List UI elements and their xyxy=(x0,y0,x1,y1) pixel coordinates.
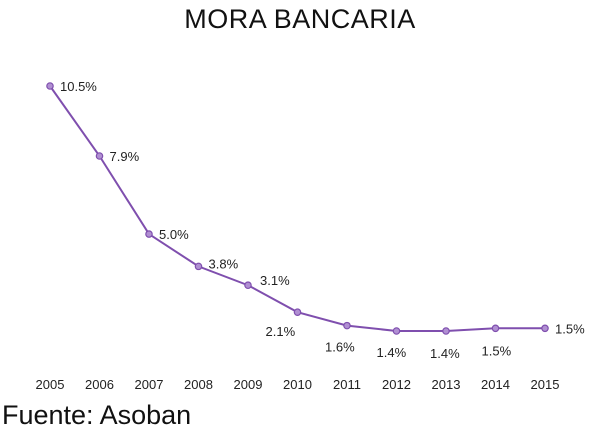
x-tick-label-2007: 2007 xyxy=(135,377,164,392)
x-tick-label-2015: 2015 xyxy=(531,377,560,392)
data-label-2006: 7.9% xyxy=(110,149,140,164)
data-label-2009: 3.1% xyxy=(260,273,290,288)
data-label-2012: 1.4% xyxy=(377,345,407,360)
data-label-2011: 1.6% xyxy=(325,340,355,355)
data-point-2015 xyxy=(541,324,549,333)
data-label-2010: 2.1% xyxy=(266,324,296,339)
data-label-2014: 1.5% xyxy=(482,343,512,358)
data-label-2008: 3.8% xyxy=(209,256,239,271)
x-tick-label-2014: 2014 xyxy=(481,377,510,392)
x-tick-label-2005: 2005 xyxy=(36,377,65,392)
data-label-2007: 5.0% xyxy=(159,227,189,242)
data-label-2015: 1.5% xyxy=(555,321,585,336)
data-point-2008 xyxy=(194,262,203,271)
data-point-2013 xyxy=(442,327,450,335)
x-tick-label-2008: 2008 xyxy=(184,377,213,392)
data-point-2007 xyxy=(145,230,153,238)
x-tick-label-2012: 2012 xyxy=(382,377,411,392)
data-label-2013: 1.4% xyxy=(430,346,460,361)
chart-title: MORA BANCARIA xyxy=(184,4,416,34)
data-point-2012 xyxy=(392,327,401,335)
x-tick-label-2010: 2010 xyxy=(283,377,312,392)
data-point-2010 xyxy=(293,308,302,316)
data-point-2011 xyxy=(343,321,351,330)
x-tick-label-2006: 2006 xyxy=(85,377,114,392)
data-label-2005: 10.5% xyxy=(60,79,97,94)
data-point-2005 xyxy=(46,82,54,90)
x-tick-label-2009: 2009 xyxy=(234,377,263,392)
series-line xyxy=(49,85,545,332)
data-point-2009 xyxy=(244,281,252,290)
source-note: Fuente: Asoban xyxy=(2,400,192,430)
data-point-2006 xyxy=(95,152,104,160)
x-tick-label-2011: 2011 xyxy=(333,377,361,392)
x-axis: 2005 2006 2007 2008 2009 2010 2011 2012 2013 2014… xyxy=(36,377,560,392)
data-point-2014 xyxy=(491,324,500,333)
plot-area: 10.5% 7.9% 5.0% 3.8% 3.1% 2.1% 1.6% 1.4% 1.4% 1.5… xyxy=(46,79,585,361)
x-tick-label-2013: 2013 xyxy=(432,377,461,392)
